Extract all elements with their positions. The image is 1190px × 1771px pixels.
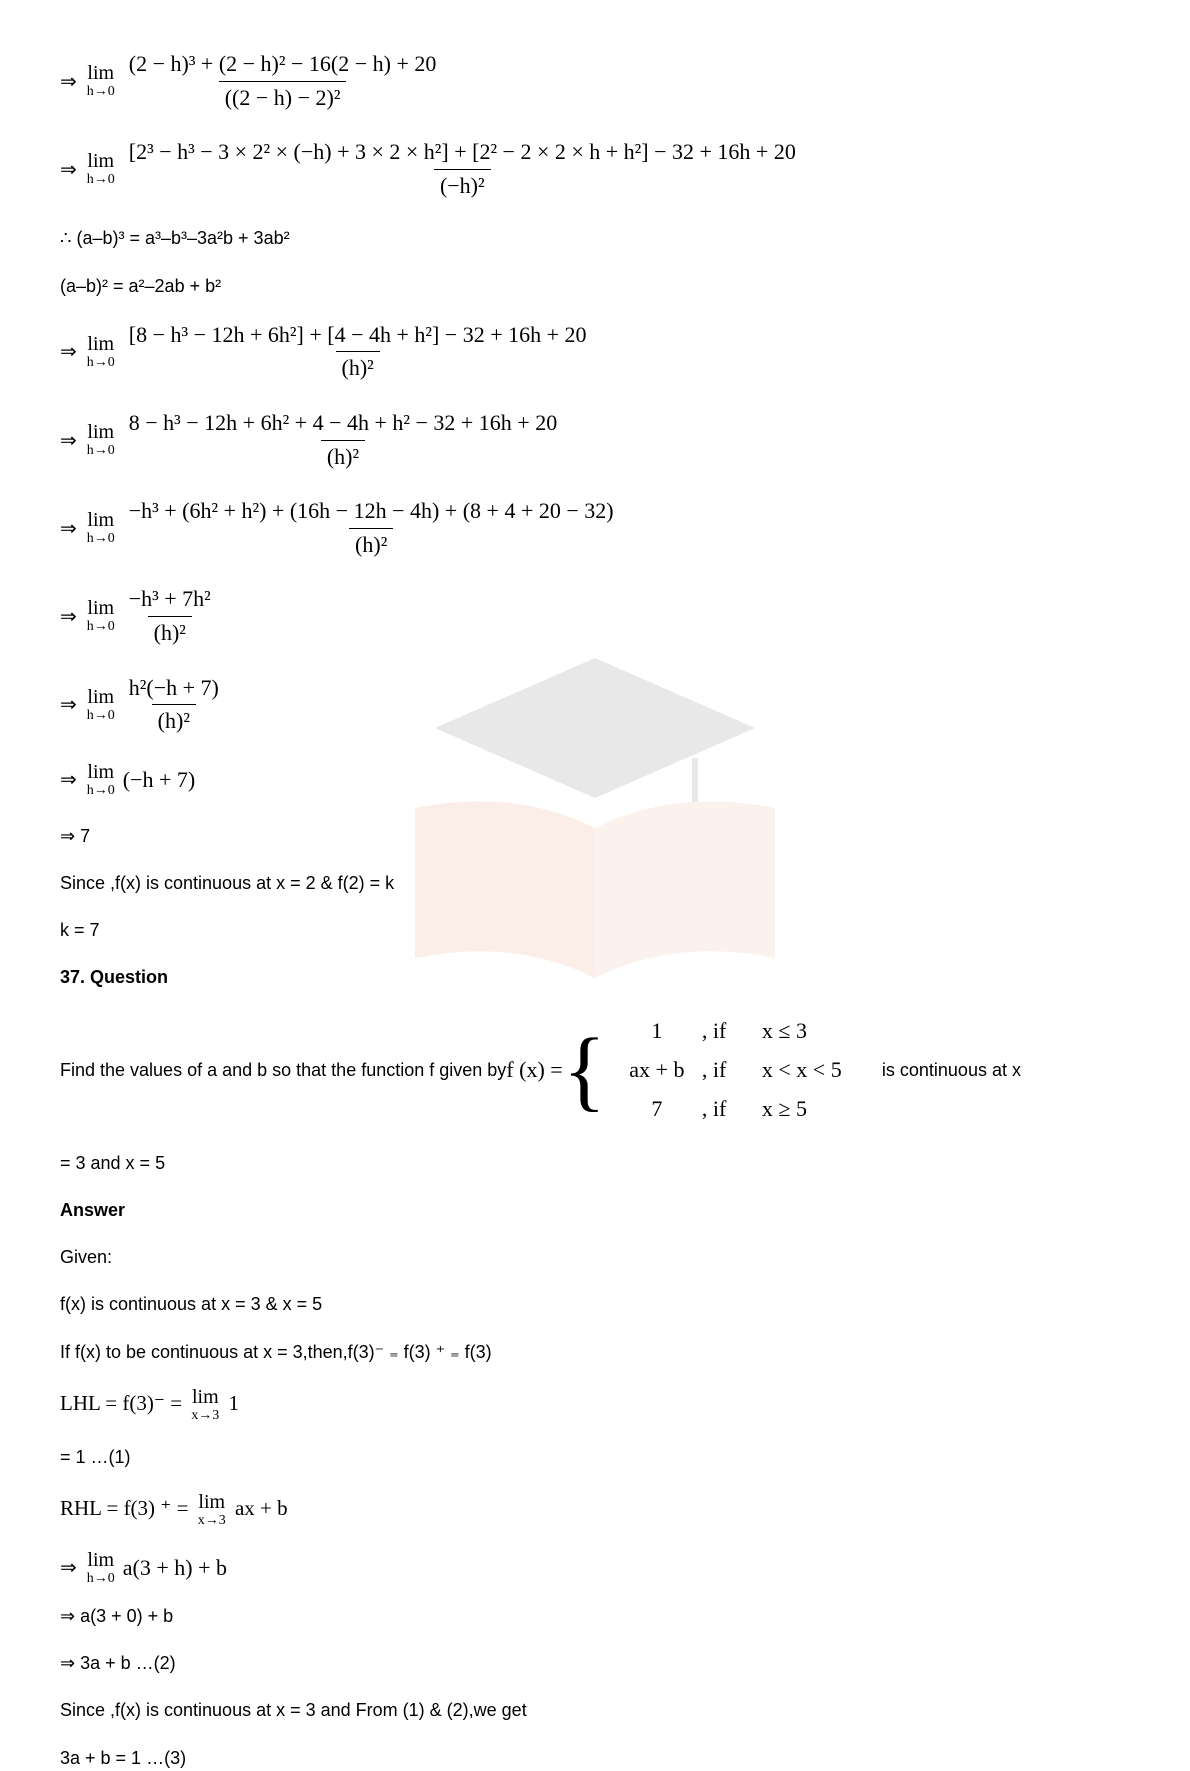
limit-notation: lim h→0 xyxy=(87,63,115,99)
piecewise-function: f (x) = { 1 , if x ≤ 3 ax + b , if x < x… xyxy=(506,1012,882,1128)
continuity-statement: Since ,f(x) is continuous at x = 2 & f(2… xyxy=(60,871,1130,896)
answer-line-2: f(x) is continuous at x = 3 & x = 5 xyxy=(60,1292,1130,1317)
answer-line-10: Since ,f(x) is continuous at x = 3 and F… xyxy=(60,1698,1130,1723)
step-6: ⇒ lim h→0 8 − h³ − 12h + 6h² + 4 − 4h + … xyxy=(60,409,1130,471)
lhl-result: = 1 …(1) xyxy=(60,1445,1130,1470)
question-heading: 37. Question xyxy=(60,965,1130,990)
step-5: ⇒ lim h→0 [8 − h³ − 12h + 6h²] + [4 − 4h… xyxy=(60,321,1130,383)
answer-heading: Answer xyxy=(60,1198,1130,1223)
step-11: ⇒ 7 xyxy=(60,824,1130,849)
answer-line-3: If f(x) to be continuous at x = 3,then,f… xyxy=(60,1340,1130,1365)
page-content: ⇒ lim h→0 (2 − h)³ + (2 − h)² − 16(2 − h… xyxy=(60,50,1130,1771)
fraction: (2 − h)³ + (2 − h)² − 16(2 − h) + 20 ((2… xyxy=(123,50,443,112)
step-9: ⇒ lim h→0 h²(−h + 7) (h)² xyxy=(60,674,1130,736)
piece-row-2: ax + b , if x < x < 5 xyxy=(612,1051,882,1090)
answer-line-11: 3a + b = 1 …(3) xyxy=(60,1746,1130,1771)
piece-row-3: 7 , if x ≥ 5 xyxy=(612,1090,882,1129)
answer-line-9: ⇒ 3a + b …(2) xyxy=(60,1651,1130,1676)
step-1: ⇒ lim h→0 (2 − h)³ + (2 − h)² − 16(2 − h… xyxy=(60,50,1130,112)
implies-arrow: ⇒ xyxy=(60,69,77,94)
step-10: ⇒ lim h→0 (−h + 7) xyxy=(60,762,1130,798)
identity-cube: ∴ (a–b)³ = a³–b³–3a²b + 3ab² xyxy=(60,226,1130,251)
step-2: ⇒ lim h→0 [2³ − h³ − 3 × 2² × (−h) + 3 ×… xyxy=(60,138,1130,200)
lhl-line: LHL = f(3)⁻ = lim x→3 1 xyxy=(60,1387,1130,1423)
left-brace: { xyxy=(563,1031,606,1111)
rhl-step: ⇒ lim h→0 a(3 + h) + b xyxy=(60,1550,1130,1586)
limit-notation: lim x→3 xyxy=(198,1492,226,1528)
rhl-line: RHL = f(3) ⁺ = lim x→3 ax + b xyxy=(60,1492,1130,1528)
k-value: k = 7 xyxy=(60,918,1130,943)
step-8: ⇒ lim h→0 −h³ + 7h² (h)² xyxy=(60,585,1130,647)
limit-notation: lim x→3 xyxy=(191,1387,219,1423)
identity-square: (a–b)² = a²–2ab + b² xyxy=(60,274,1130,299)
answer-line-8: ⇒ a(3 + 0) + b xyxy=(60,1604,1130,1629)
piece-row-1: 1 , if x ≤ 3 xyxy=(612,1012,882,1051)
step-7: ⇒ lim h→0 −h³ + (6h² + h²) + (16h − 12h … xyxy=(60,497,1130,559)
question-text-2: = 3 and x = 5 xyxy=(60,1151,1130,1176)
given-label: Given: xyxy=(60,1245,1130,1270)
question-text: Find the values of a and b so that the f… xyxy=(60,1012,1130,1128)
